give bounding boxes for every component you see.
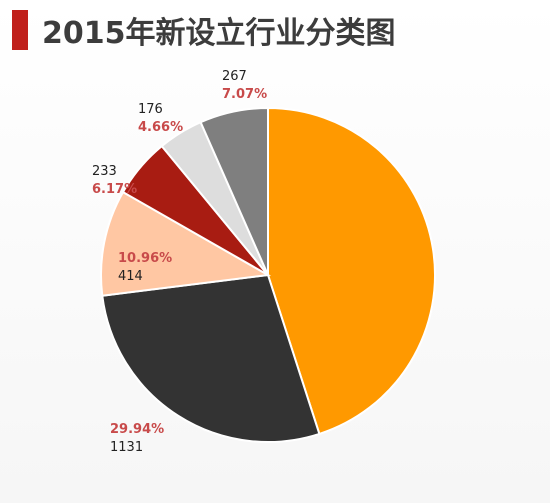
slice-count-label-1: 1131 (110, 440, 143, 455)
pie-labels: 29.94% 1131 10.96% 414 233 6.17% 176 4.66% 267 7.… (92, 69, 267, 455)
pie-slice-0 (267, 106, 436, 436)
slice-percent-label-2: 10.96% (118, 251, 172, 266)
slice-percent-label-4: 4.66% (138, 120, 183, 135)
slice-count-label-2: 414 (118, 269, 143, 284)
slice-percent-label-5: 7.07% (222, 87, 267, 102)
pie-slices (100, 106, 436, 444)
pie-slice-5 (199, 106, 269, 276)
slice-count-label-4: 176 (138, 102, 163, 117)
pie-slice-1 (101, 273, 321, 444)
slice-count-label-3: 233 (92, 164, 117, 179)
chart-title: 2015年新设立行业分类图 (42, 16, 396, 51)
slice-count-label-5: 267 (222, 69, 247, 84)
slice-percent-label-3: 6.17% (92, 182, 137, 197)
title-accent-bar (12, 10, 28, 50)
pie-slice-2 (100, 190, 272, 297)
slice-percent-label-1: 29.94% (110, 422, 164, 437)
